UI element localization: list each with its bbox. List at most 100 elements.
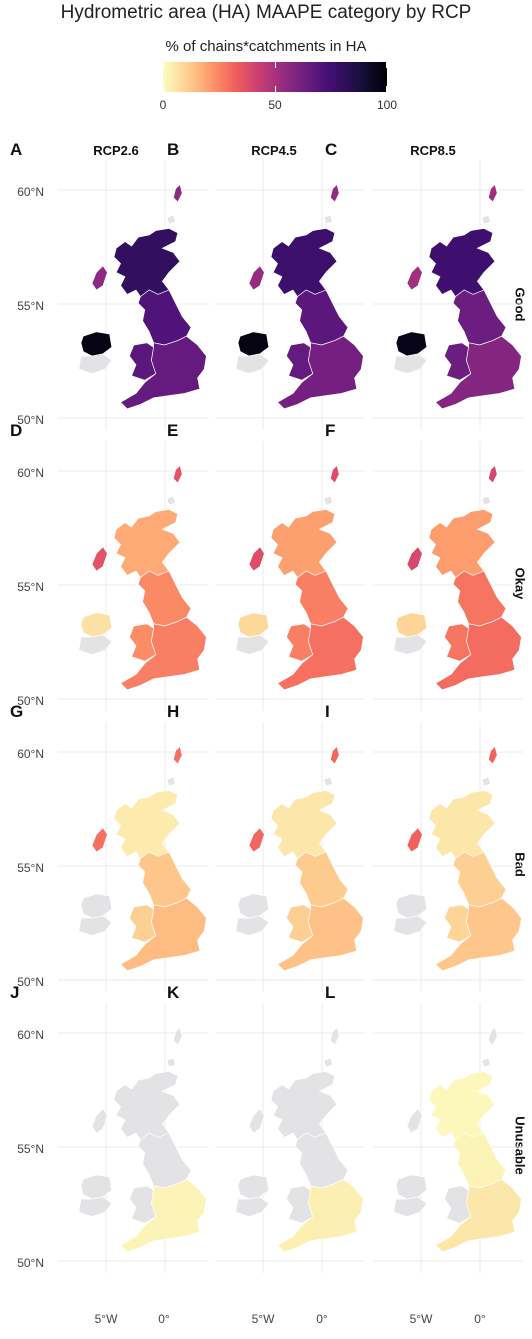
region-england_south [435,616,522,691]
legend-tick-100-bottom [386,86,387,92]
region-orkney [481,776,492,787]
region-england_north [137,851,192,908]
region-england_south [435,1178,522,1253]
lat-label-50n-row3: 50°N [17,975,44,989]
region-england_south [435,335,522,410]
region-england_south [277,897,364,972]
region-scotland [428,509,496,579]
region-orkney [323,495,334,506]
panel-letter-e: E [167,421,179,440]
region-islands [406,265,423,291]
panel-letter-l: L [325,983,336,1002]
region-england_north [137,570,192,627]
lat-label-50n-row1: 50°N [17,413,44,427]
region-scotland [270,509,338,579]
region-england_north [452,570,507,627]
region-england_north [452,851,507,908]
region-islands [406,827,423,853]
region-england_north [294,851,349,908]
region-england_north [452,1132,507,1189]
region-islands [406,1108,423,1134]
region-orkney [323,776,334,787]
lat-label-55n-row4: 55°N [17,1142,44,1156]
region-islands [91,546,108,572]
region-england_south [277,335,364,410]
region-ni [80,1174,113,1200]
legend-label-100: 100 [376,98,398,112]
region-scotland [113,228,181,298]
region-wales [444,904,472,943]
region-ireland-no-data [393,1196,428,1217]
region-england_south [120,335,207,410]
region-scotland [113,1071,181,1141]
region-scotland [270,228,338,298]
region-england_south [120,616,207,691]
region-wales [286,904,314,943]
region-wales [286,342,314,381]
region-shetland [173,745,183,765]
lat-label-55n-row2: 55°N [17,580,44,594]
region-wales [129,1185,157,1224]
region-shetland [488,464,498,484]
region-england_north [294,1132,349,1189]
map-panel-h [215,722,365,992]
region-orkney [323,1057,334,1068]
region-wales [286,1185,314,1224]
region-england_north [137,289,192,346]
region-islands [248,265,265,291]
panel-letter-k: K [167,983,180,1002]
region-wales [444,1185,472,1224]
column-header-rcp45: RCP4.5 [251,143,297,158]
region-scotland [270,790,338,860]
region-islands [91,265,108,291]
region-ni [237,893,270,919]
figure-title: Hydrometric area (HA) MAAPE category by … [60,2,472,23]
lat-label-55n-row1: 55°N [17,299,44,313]
region-ni [80,612,113,638]
legend-tick-0 [163,62,164,68]
column-header-rcp26: RCP2.6 [93,143,139,158]
lon-label-0-col3: 0° [474,1312,486,1326]
legend-title: % of chains*catchments in HA [165,38,367,55]
region-wales [129,623,157,662]
lon-label-0-col2: 0° [316,1312,328,1326]
legend-colorbar [163,62,387,92]
legend-tick-50-bottom [275,86,276,92]
legend-tick-100 [386,62,387,68]
map-panel-e [215,441,365,711]
map-panel-j [58,1003,208,1273]
region-ni [395,893,428,919]
region-wales [444,342,472,381]
region-ni [80,893,113,919]
region-orkney [481,1057,492,1068]
region-ni [80,331,113,357]
region-england_north [452,289,507,346]
lat-label-60n-row2: 60°N [17,466,44,480]
region-shetland [330,183,340,203]
region-ireland-no-data [78,915,113,936]
lon-label-5w-col1: 5°W [94,1312,118,1326]
region-england_south [435,897,522,972]
panel-letter-c: C [325,140,338,159]
region-scotland [428,228,496,298]
region-orkney [323,214,334,225]
region-islands [406,546,423,572]
region-england_south [277,1178,364,1253]
region-orkney [481,214,492,225]
region-england_north [294,289,349,346]
legend-label-50: 50 [268,98,282,112]
region-ni [395,1174,428,1200]
map-panel-l [373,1003,523,1273]
region-ireland-no-data [235,915,270,936]
region-ireland-no-data [393,353,428,374]
region-wales [444,623,472,662]
panel-letter-f: F [325,421,336,440]
region-england_south [120,1178,207,1253]
region-ni [237,331,270,357]
map-panel-a [58,160,208,430]
map-panel-c [373,160,523,430]
region-england_north [294,570,349,627]
region-shetland [330,1026,340,1046]
lon-label-0-col1: 0° [158,1312,170,1326]
region-shetland [330,745,340,765]
